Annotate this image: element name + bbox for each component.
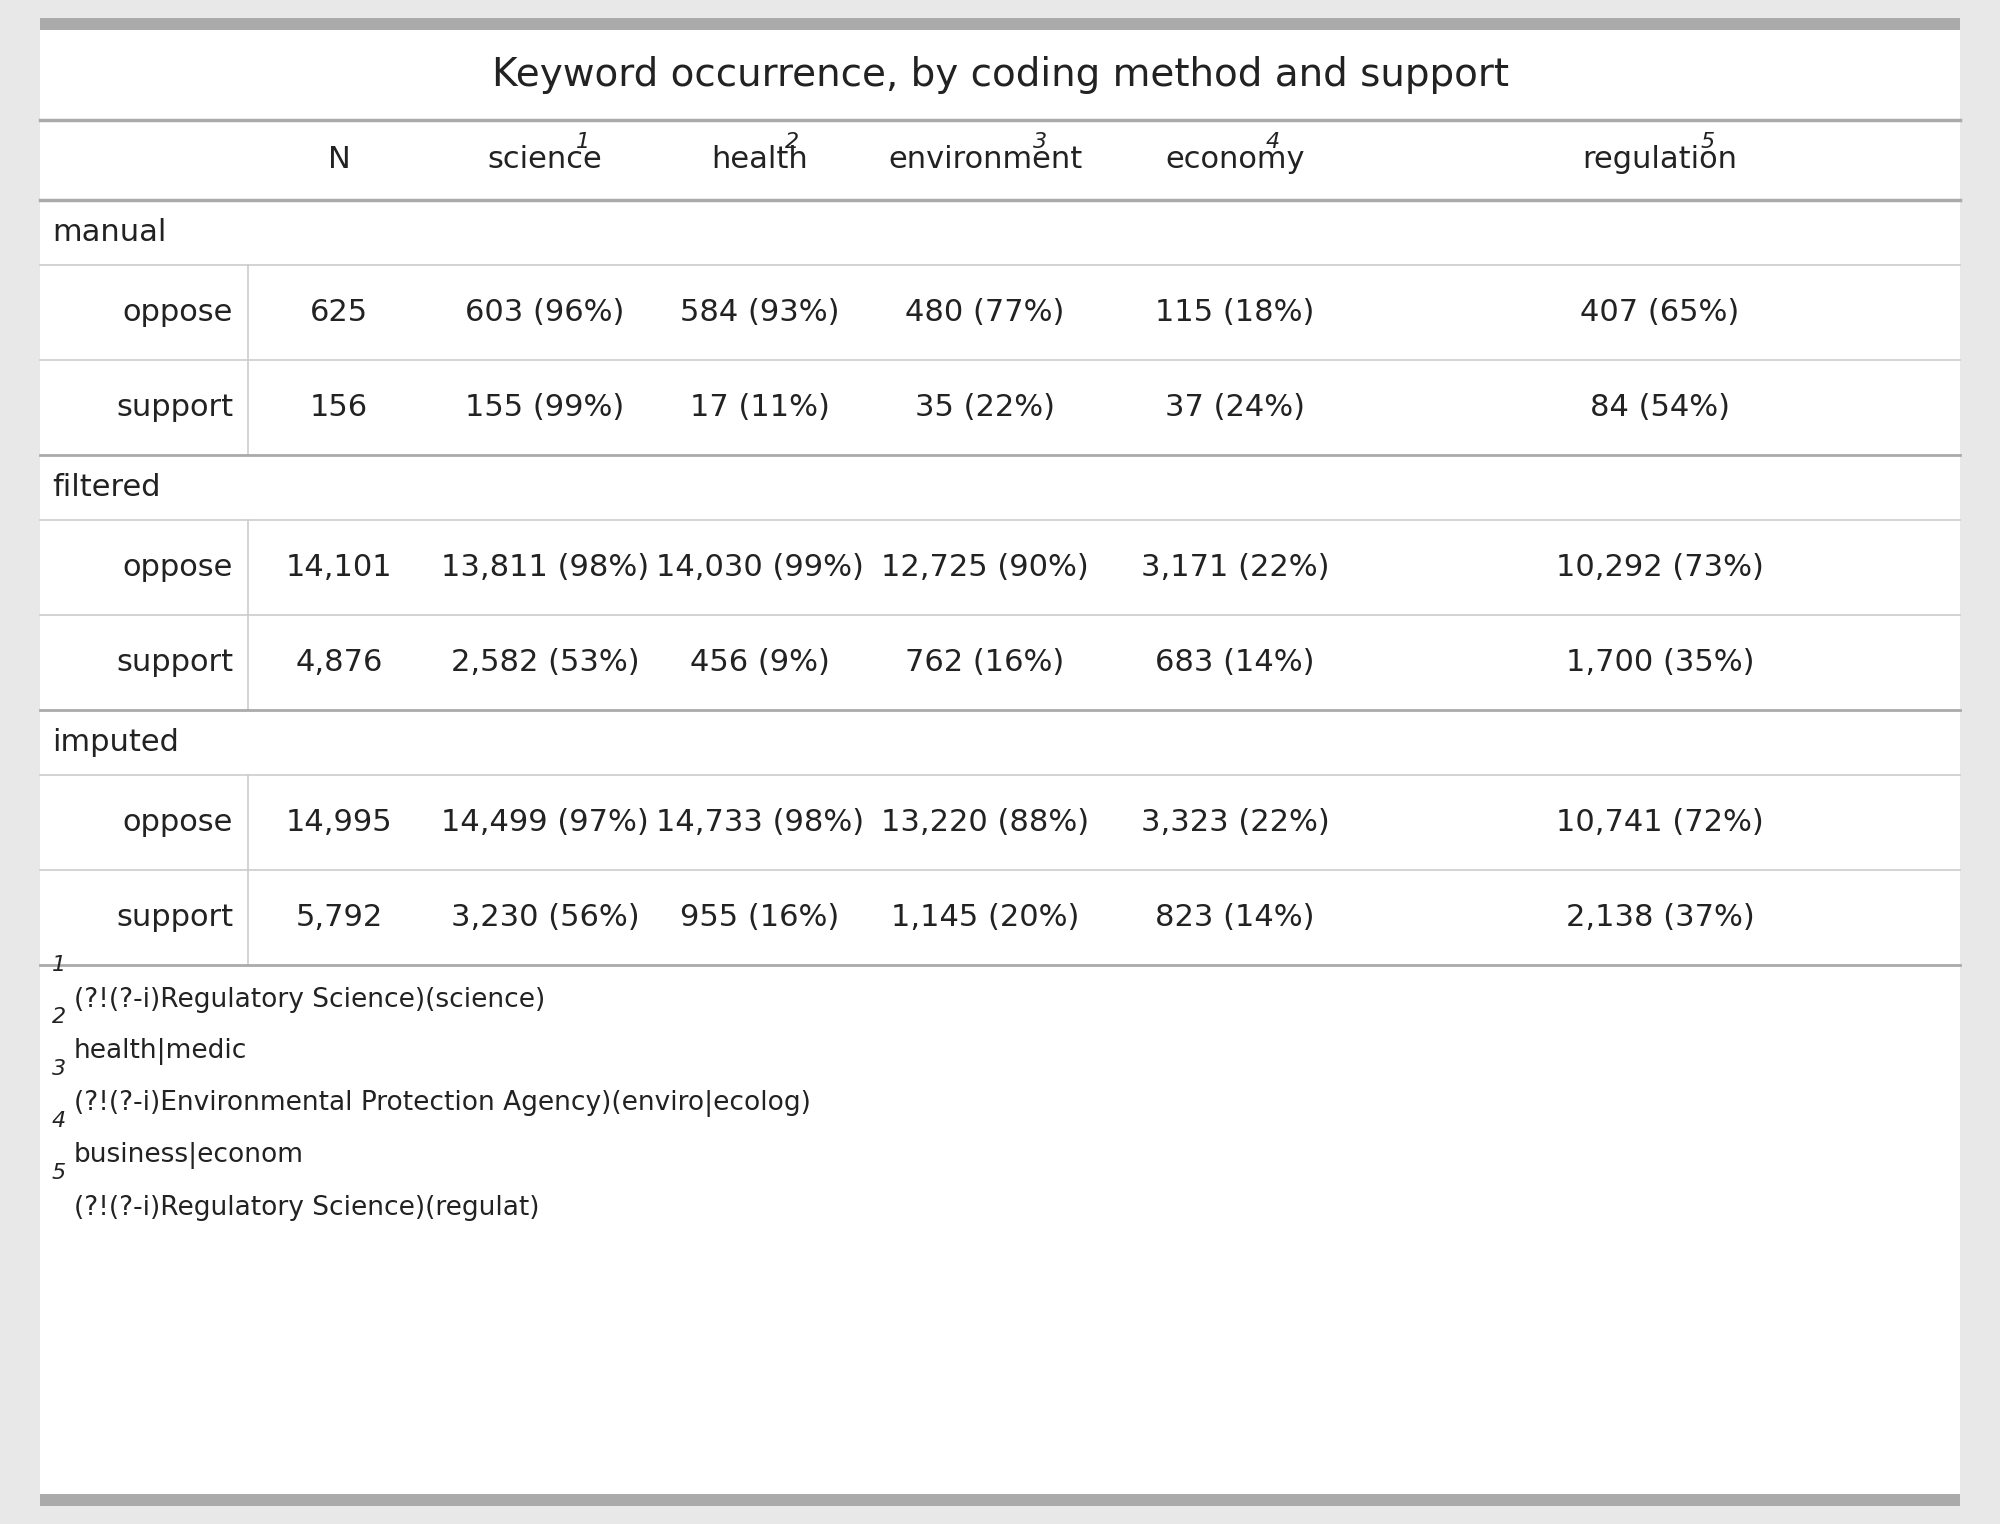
Text: support: support <box>116 904 232 933</box>
Text: manual: manual <box>52 218 166 247</box>
Text: 456 (9%): 456 (9%) <box>690 648 830 677</box>
Text: 3: 3 <box>1032 133 1048 152</box>
Text: 4,876: 4,876 <box>296 648 382 677</box>
Text: 2,138 (37%): 2,138 (37%) <box>1566 904 1754 933</box>
Text: health|medic: health|medic <box>74 1038 248 1065</box>
Text: 35 (22%): 35 (22%) <box>916 393 1056 422</box>
Text: 4: 4 <box>1266 133 1280 152</box>
Text: 37 (24%): 37 (24%) <box>1164 393 1304 422</box>
Text: 3,171 (22%): 3,171 (22%) <box>1140 553 1330 582</box>
Bar <box>40 1494 1960 1506</box>
Text: 12,725 (90%): 12,725 (90%) <box>882 553 1088 582</box>
Text: 1: 1 <box>52 956 66 975</box>
Text: 3,323 (22%): 3,323 (22%) <box>1140 808 1330 837</box>
Text: 955 (16%): 955 (16%) <box>680 904 840 933</box>
Text: 10,741 (72%): 10,741 (72%) <box>1556 808 1764 837</box>
Text: 84 (54%): 84 (54%) <box>1590 393 1730 422</box>
Text: 1,700 (35%): 1,700 (35%) <box>1566 648 1754 677</box>
Text: 603 (96%): 603 (96%) <box>466 299 624 328</box>
Text: 13,220 (88%): 13,220 (88%) <box>880 808 1090 837</box>
Bar <box>40 18 1960 30</box>
Text: (?!(?-i)Regulatory Science)(science): (?!(?-i)Regulatory Science)(science) <box>74 986 546 1012</box>
Text: science: science <box>488 145 602 175</box>
Text: (?!(?-i)Regulatory Science)(regulat): (?!(?-i)Regulatory Science)(regulat) <box>74 1195 540 1221</box>
Text: business|econom: business|econom <box>74 1141 304 1169</box>
Text: 3,230 (56%): 3,230 (56%) <box>450 904 640 933</box>
Text: 407 (65%): 407 (65%) <box>1580 299 1740 328</box>
Text: Keyword occurrence, by coding method and support: Keyword occurrence, by coding method and… <box>492 56 1508 94</box>
Text: 762 (16%): 762 (16%) <box>906 648 1064 677</box>
Text: 14,733 (98%): 14,733 (98%) <box>656 808 864 837</box>
Text: support: support <box>116 393 232 422</box>
Text: N: N <box>328 145 350 175</box>
Text: 14,499 (97%): 14,499 (97%) <box>442 808 648 837</box>
Text: 155 (99%): 155 (99%) <box>466 393 624 422</box>
Text: regulation: regulation <box>1582 145 1738 175</box>
Text: 823 (14%): 823 (14%) <box>1156 904 1314 933</box>
Text: 2: 2 <box>52 1007 66 1027</box>
Text: 3: 3 <box>52 1059 66 1079</box>
Text: 13,811 (98%): 13,811 (98%) <box>440 553 650 582</box>
Text: 5: 5 <box>52 1163 66 1183</box>
Text: 17 (11%): 17 (11%) <box>690 393 830 422</box>
Text: 14,101: 14,101 <box>286 553 392 582</box>
Text: 584 (93%): 584 (93%) <box>680 299 840 328</box>
Text: health: health <box>712 145 808 175</box>
Text: 10,292 (73%): 10,292 (73%) <box>1556 553 1764 582</box>
Text: oppose: oppose <box>122 808 232 837</box>
Text: imputed: imputed <box>52 728 178 757</box>
Text: 4: 4 <box>52 1111 66 1131</box>
Text: 5: 5 <box>1700 133 1716 152</box>
Text: oppose: oppose <box>122 553 232 582</box>
Text: 1: 1 <box>576 133 590 152</box>
Text: 2,582 (53%): 2,582 (53%) <box>450 648 640 677</box>
Text: 115 (18%): 115 (18%) <box>1156 299 1314 328</box>
Text: 14,995: 14,995 <box>286 808 392 837</box>
Text: 2: 2 <box>784 133 800 152</box>
Text: economy: economy <box>1166 145 1304 175</box>
Text: environment: environment <box>888 145 1082 175</box>
Text: 156: 156 <box>310 393 368 422</box>
Text: 683 (14%): 683 (14%) <box>1156 648 1314 677</box>
Text: 1,145 (20%): 1,145 (20%) <box>890 904 1080 933</box>
Text: 625: 625 <box>310 299 368 328</box>
Text: support: support <box>116 648 232 677</box>
Text: oppose: oppose <box>122 299 232 328</box>
Text: filtered: filtered <box>52 472 160 501</box>
Text: 5,792: 5,792 <box>296 904 382 933</box>
Text: (?!(?-i)Environmental Protection Agency)(enviro|ecolog): (?!(?-i)Environmental Protection Agency)… <box>74 1090 810 1117</box>
Text: 14,030 (99%): 14,030 (99%) <box>656 553 864 582</box>
Text: 480 (77%): 480 (77%) <box>906 299 1064 328</box>
